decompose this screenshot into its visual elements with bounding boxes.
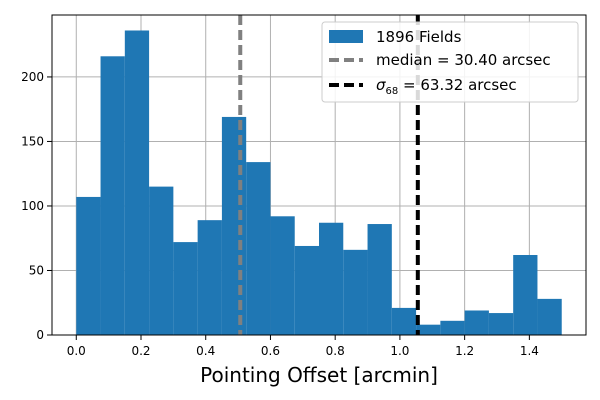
x-tick-label-3: 0.6 (261, 344, 280, 358)
histogram-bar-8 (270, 216, 295, 335)
x-axis-label: Pointing Offset [arcmin] (200, 363, 438, 387)
plot-frame (51, 14, 587, 336)
legend-label-fields: 1896 Fields (376, 28, 462, 46)
legend-label-sigma: σ68 = 63.32 arcsec (376, 76, 517, 97)
histogram-bar-13 (391, 307, 417, 335)
histogram-bar-14 (416, 324, 441, 335)
histogram-bar-9 (294, 245, 319, 335)
x-axis-ticks: 0.0 0.2 0.4 0.6 0.8 1.0 1.2 1.4 (67, 335, 539, 358)
histogram-bar-1 (100, 56, 125, 336)
legend-label-median: median = 30.40 arcsec (376, 51, 551, 69)
x-tick-label-6: 1.2 (455, 344, 474, 358)
y-axis-ticks: 0 50 100 150 200 (21, 70, 52, 342)
histogram-bar-3 (149, 186, 174, 335)
histogram-bar-7 (246, 162, 271, 335)
histogram-bars (76, 30, 562, 336)
histogram-bar-6 (221, 116, 247, 335)
legend-swatch-fields (329, 30, 363, 43)
histogram-bar-15 (440, 320, 465, 335)
legend: 1896 Fields median = 30.40 arcsec σ68 = … (321, 21, 579, 103)
histogram-bar-2 (124, 30, 150, 335)
x-tick-label-5: 1.0 (390, 344, 409, 358)
y-tick-label-3: 150 (21, 134, 44, 148)
y-tick-label-2: 100 (21, 199, 44, 213)
x-tick-label-7: 1.4 (520, 344, 539, 358)
histogram-bar-11 (343, 249, 368, 335)
x-tick-label-0: 0.0 (67, 344, 86, 358)
x-tick-label-4: 0.8 (326, 344, 345, 358)
legend-box (321, 21, 579, 103)
histogram-bar-17 (488, 313, 514, 335)
x-tick-label-2: 0.4 (196, 344, 215, 358)
y-tick-label-1: 50 (29, 263, 44, 277)
y-tick-label-0: 0 (36, 328, 44, 342)
y-tick-label-4: 200 (21, 70, 44, 84)
histogram-bar-5 (197, 220, 222, 335)
histogram-bar-10 (319, 222, 344, 335)
histogram-bar-19 (537, 298, 562, 335)
histogram-bar-18 (513, 255, 538, 335)
histogram-bar-16 (464, 310, 489, 335)
histogram-bar-12 (367, 224, 392, 335)
x-tick-label-1: 0.2 (131, 344, 150, 358)
histogram-bar-4 (173, 242, 198, 335)
histogram-bar-0 (76, 196, 101, 335)
